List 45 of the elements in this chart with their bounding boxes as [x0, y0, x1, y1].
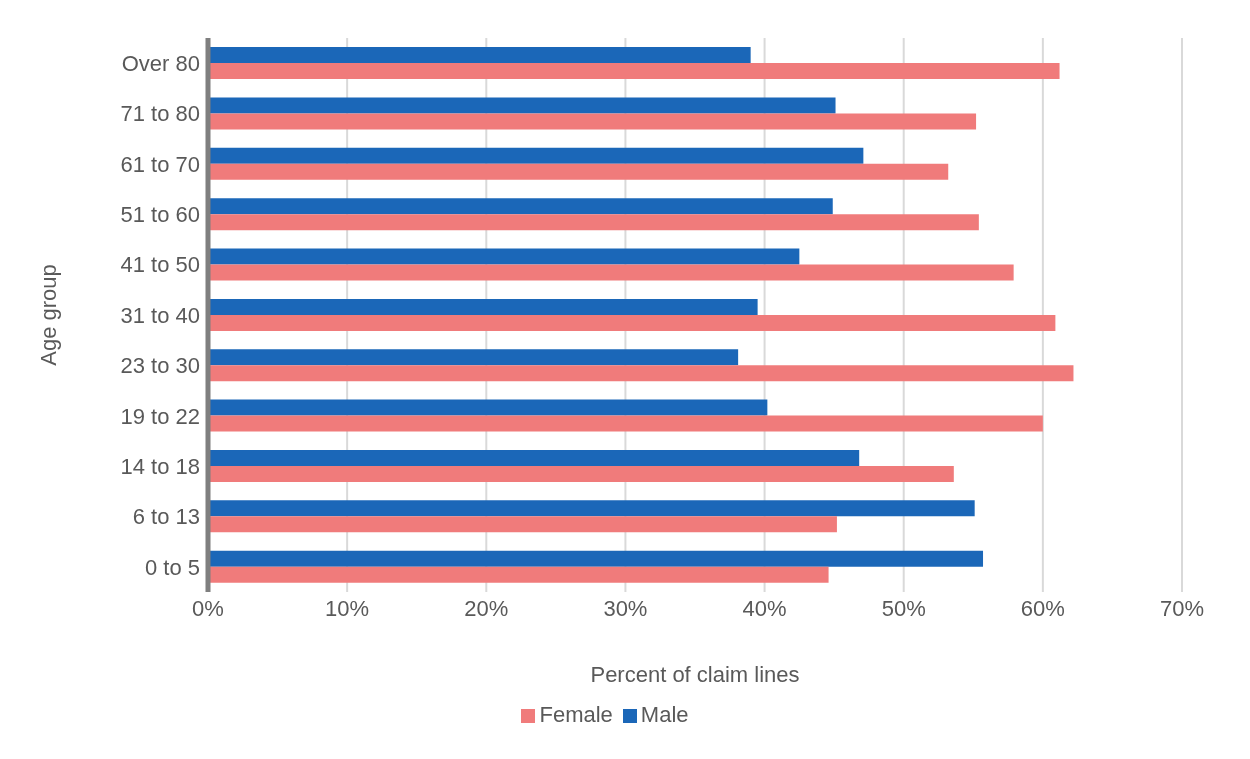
x-tick-label: 60% [1020, 595, 1065, 621]
y-tick-label: 23 to 30 [120, 353, 200, 379]
x-tick-label: 0% [192, 595, 224, 621]
y-tick-label: 51 to 60 [120, 202, 200, 228]
bar [208, 550, 984, 567]
y-tick-label: 41 to 50 [120, 252, 200, 278]
x-tick-label: 40% [742, 595, 787, 621]
bar [208, 449, 860, 466]
bar [208, 214, 979, 231]
x-axis-title: Percent of claim lines [590, 662, 800, 687]
bar [208, 113, 977, 130]
legend-label: Female [539, 702, 613, 727]
x-tick-label: 50% [881, 595, 926, 621]
bar [208, 566, 829, 583]
x-tick-label: 70% [1159, 595, 1205, 621]
y-tick-label: 19 to 22 [120, 403, 200, 429]
bar [208, 97, 836, 114]
bar [208, 198, 833, 215]
bar [208, 314, 1056, 331]
x-tick-label: 20% [464, 595, 509, 621]
y-tick-label: 6 to 13 [132, 504, 200, 530]
bar [208, 516, 837, 533]
x-tick-label: 30% [603, 595, 648, 621]
bar [208, 415, 1043, 432]
bar [208, 399, 768, 416]
bar [208, 264, 1014, 281]
y-tick-label: 31 to 40 [120, 302, 200, 328]
y-tick-label: 14 to 18 [120, 453, 200, 479]
bar [208, 163, 949, 180]
bar [208, 500, 975, 517]
y-axis-title: Age group [35, 264, 61, 366]
bar [208, 248, 800, 265]
x-tick-label: 10% [325, 595, 370, 621]
bar [208, 298, 758, 315]
y-tick-label: 61 to 70 [120, 151, 200, 177]
y-tick-label: Over 80 [121, 50, 200, 76]
bar [208, 465, 954, 482]
bar [208, 349, 739, 366]
legend-label: Male [640, 702, 689, 727]
bar [208, 365, 1074, 382]
bar [208, 47, 751, 64]
y-tick-label: 71 to 80 [120, 101, 200, 127]
bar [208, 63, 1060, 80]
bar [208, 147, 864, 164]
y-tick-label: 0 to 5 [144, 554, 200, 580]
